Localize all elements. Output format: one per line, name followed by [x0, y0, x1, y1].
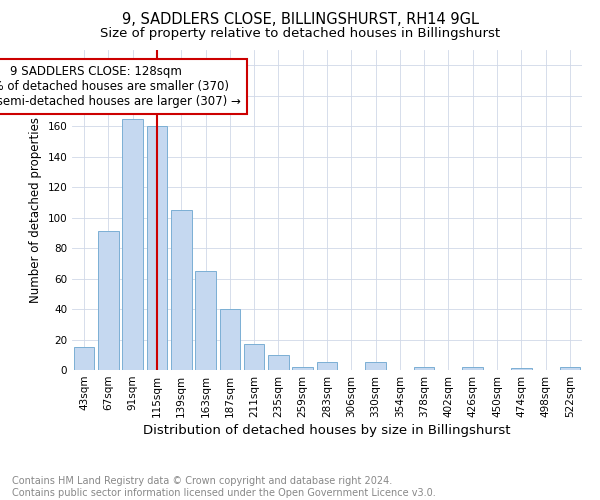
- Bar: [268, 355, 289, 370]
- Bar: [220, 309, 240, 370]
- Bar: [511, 368, 532, 370]
- Text: 9 SADDLERS CLOSE: 128sqm
← 54% of detached houses are smaller (370)
45% of semi-: 9 SADDLERS CLOSE: 128sqm ← 54% of detach…: [0, 65, 241, 108]
- Bar: [414, 367, 434, 370]
- Bar: [365, 362, 386, 370]
- Bar: [171, 210, 191, 370]
- Bar: [195, 271, 216, 370]
- Bar: [122, 118, 143, 370]
- Bar: [146, 126, 167, 370]
- Text: Size of property relative to detached houses in Billingshurst: Size of property relative to detached ho…: [100, 28, 500, 40]
- Bar: [74, 347, 94, 370]
- X-axis label: Distribution of detached houses by size in Billingshurst: Distribution of detached houses by size …: [143, 424, 511, 437]
- Bar: [463, 367, 483, 370]
- Bar: [317, 362, 337, 370]
- Bar: [98, 232, 119, 370]
- Y-axis label: Number of detached properties: Number of detached properties: [29, 117, 42, 303]
- Bar: [244, 344, 265, 370]
- Bar: [292, 367, 313, 370]
- Bar: [560, 367, 580, 370]
- Text: Contains HM Land Registry data © Crown copyright and database right 2024.
Contai: Contains HM Land Registry data © Crown c…: [12, 476, 436, 498]
- Text: 9, SADDLERS CLOSE, BILLINGSHURST, RH14 9GL: 9, SADDLERS CLOSE, BILLINGSHURST, RH14 9…: [121, 12, 479, 28]
